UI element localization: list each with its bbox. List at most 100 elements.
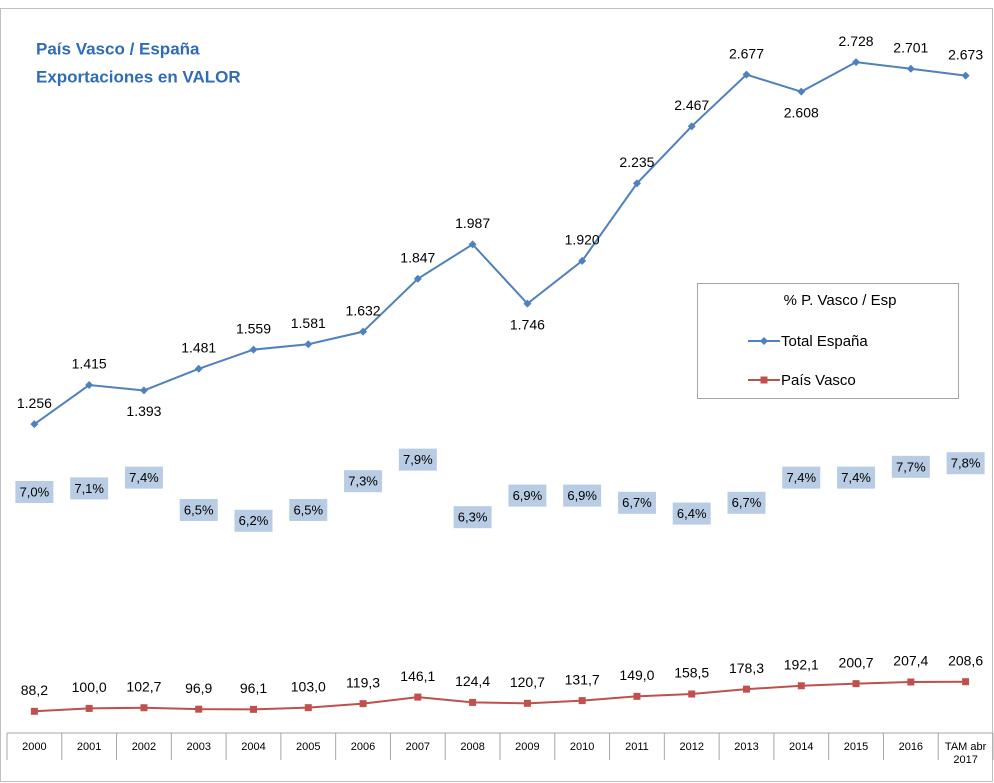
data-label: 6,5% xyxy=(184,502,214,517)
data-label: 96,1 xyxy=(240,680,267,696)
data-label: 1.581 xyxy=(291,315,326,331)
data-label: 119,3 xyxy=(346,674,380,690)
percent-label-box xyxy=(727,491,766,514)
point xyxy=(413,274,422,283)
data-label: 1.987 xyxy=(455,215,490,231)
data-label: 96,9 xyxy=(185,680,212,696)
x-tick-label: 2016 xyxy=(898,741,924,753)
x-tick-label: 2004 xyxy=(241,741,266,753)
data-label: 149,0 xyxy=(619,667,654,683)
data-label: 2.673 xyxy=(948,46,983,62)
data-label: 6,3% xyxy=(458,510,488,525)
data-label: 6,7% xyxy=(622,495,652,510)
point xyxy=(687,122,696,131)
data-label: 100,0 xyxy=(72,679,107,695)
x-tick-label: 2010 xyxy=(569,741,595,753)
data-label: 207,4 xyxy=(893,653,928,669)
data-label: 1.256 xyxy=(17,395,52,411)
x-tick-label: 2006 xyxy=(350,741,376,753)
percent-label-box xyxy=(782,466,821,489)
percent-label-box xyxy=(124,466,163,489)
point xyxy=(523,699,531,707)
percent-label-box xyxy=(672,502,711,525)
point xyxy=(140,704,148,712)
x-tick-label: 2003 xyxy=(186,741,211,753)
point xyxy=(797,682,805,690)
x-tick-label: 2015 xyxy=(843,741,869,753)
point xyxy=(30,707,38,715)
data-label: 1.847 xyxy=(400,249,435,265)
chart-title: País Vasco / España xyxy=(36,39,200,58)
data-label: 2.235 xyxy=(619,154,654,170)
point xyxy=(304,340,313,349)
data-label: 7,8% xyxy=(951,456,981,471)
data-label: 7,9% xyxy=(403,452,433,467)
percent-label-box xyxy=(837,466,876,489)
data-label: 1.393 xyxy=(126,403,161,419)
data-label: 6,5% xyxy=(293,502,323,517)
x-tick-label: 2000 xyxy=(22,741,47,753)
x-tick-label: 2014 xyxy=(789,741,814,753)
data-label: 1.920 xyxy=(565,232,600,248)
data-label: 2.467 xyxy=(674,97,709,113)
percent-label-box xyxy=(617,491,656,514)
point xyxy=(578,256,587,265)
data-label: 200,7 xyxy=(839,654,874,670)
data-label: 131,7 xyxy=(565,671,600,687)
point xyxy=(85,704,93,712)
x-tick-label: 2012 xyxy=(679,741,704,753)
point xyxy=(359,327,368,336)
percent-label-box xyxy=(289,498,328,521)
point xyxy=(523,299,532,308)
percent-label-box xyxy=(946,452,985,475)
percent-label-box xyxy=(508,484,547,507)
point xyxy=(633,692,641,700)
percent-label-box xyxy=(563,484,602,507)
point xyxy=(304,704,312,712)
data-label: 7,4% xyxy=(786,470,816,485)
data-label: 192,1 xyxy=(784,656,819,672)
data-label: 158,5 xyxy=(674,665,709,681)
series-line xyxy=(34,680,966,713)
point xyxy=(906,64,915,73)
point xyxy=(852,680,860,688)
point xyxy=(469,698,477,706)
percent-label-box xyxy=(179,498,218,521)
point xyxy=(578,697,586,705)
data-label: 7,1% xyxy=(74,481,104,496)
legend-label: Total España xyxy=(781,333,868,350)
x-tick-label: 2007 xyxy=(405,741,431,753)
percent-label-box xyxy=(15,481,54,503)
data-label: 2.677 xyxy=(729,45,764,61)
series-line xyxy=(33,61,966,425)
x-tick-label: 2008 xyxy=(460,741,485,753)
x-tick-label: TAM abr 2017 xyxy=(944,741,987,766)
point xyxy=(414,693,422,701)
legend-label: País Vasco xyxy=(781,372,856,389)
x-tick-label: 2005 xyxy=(296,741,321,753)
point xyxy=(632,179,641,188)
point xyxy=(359,700,367,708)
data-label: 2.608 xyxy=(784,104,819,120)
data-label: 7,4% xyxy=(841,470,871,485)
x-tick-label: 2002 xyxy=(131,741,157,753)
data-label: 1.746 xyxy=(510,316,545,332)
point xyxy=(962,678,970,686)
percent-label-box xyxy=(453,506,492,529)
data-label: 124,4 xyxy=(455,673,490,689)
data-label: 146,1 xyxy=(400,668,435,684)
data-label: 2.701 xyxy=(893,39,928,55)
percent-label-box xyxy=(398,448,437,471)
data-label: 102,7 xyxy=(126,678,161,694)
data-label: 1.415 xyxy=(72,356,107,372)
data-label: 178,3 xyxy=(729,660,764,676)
data-label: 6,4% xyxy=(677,506,707,521)
data-label: 208,6 xyxy=(948,652,983,668)
point xyxy=(194,364,203,373)
legend-title: % P. Vasco / Esp xyxy=(784,292,897,309)
data-label: 88,2 xyxy=(21,682,48,698)
data-label: 1.632 xyxy=(346,302,381,318)
point xyxy=(742,70,751,79)
